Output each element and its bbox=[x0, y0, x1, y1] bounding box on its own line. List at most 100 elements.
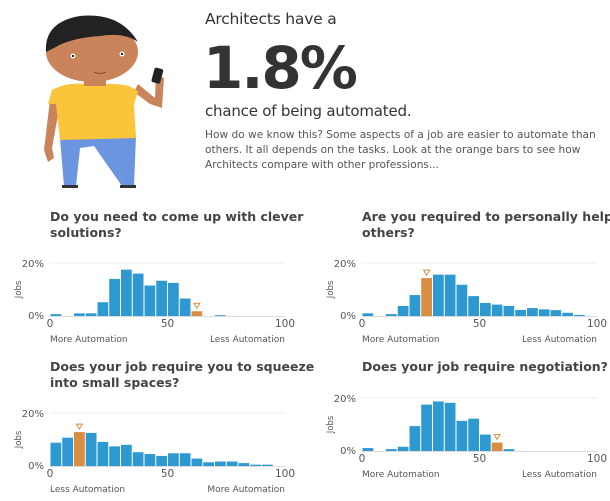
y-tick-label: 20% bbox=[22, 409, 44, 420]
highlight-bar bbox=[191, 311, 203, 316]
bar bbox=[397, 305, 409, 316]
bar bbox=[362, 448, 374, 451]
bar bbox=[386, 314, 397, 316]
chart-title: Do you need to come up with clever solut… bbox=[50, 209, 304, 240]
bar bbox=[50, 442, 62, 466]
chance-text: chance of being automated. bbox=[205, 102, 412, 120]
bar bbox=[132, 452, 144, 466]
x-axis-left-label: More Automation bbox=[362, 335, 440, 345]
bar bbox=[456, 284, 468, 316]
bar bbox=[215, 315, 226, 316]
bar bbox=[238, 463, 250, 466]
bar bbox=[74, 313, 85, 316]
x-axis-right-label: More Automation bbox=[207, 485, 285, 495]
histogram-help-others: 20% 0% Jobs 0 50 100 More Automation Less Autom… bbox=[317, 238, 610, 348]
y-tick-label: 20% bbox=[334, 394, 356, 405]
bar bbox=[97, 302, 109, 316]
bar bbox=[491, 304, 503, 316]
x-axis-right-label: Less Automation bbox=[522, 335, 597, 345]
bar bbox=[179, 298, 191, 316]
x-tick-label: 100 bbox=[275, 318, 295, 330]
bar bbox=[144, 454, 156, 466]
y-tick-label: 0% bbox=[28, 461, 44, 472]
bar bbox=[468, 418, 479, 451]
highlight-bar bbox=[491, 442, 503, 451]
bar bbox=[50, 314, 62, 316]
bar bbox=[85, 432, 97, 466]
bar bbox=[409, 426, 421, 451]
automation-probability: 1.8% bbox=[203, 34, 358, 102]
x-tick-label: 0 bbox=[47, 318, 54, 330]
y-axis-label: Jobs bbox=[14, 430, 24, 449]
highlight-bar bbox=[74, 432, 85, 466]
x-tick-label: 0 bbox=[47, 468, 54, 480]
x-tick-label: 0 bbox=[359, 318, 366, 330]
bar bbox=[226, 461, 238, 466]
bar bbox=[562, 312, 573, 316]
marker-triangle-icon bbox=[75, 423, 84, 431]
bar bbox=[397, 446, 409, 451]
bar bbox=[109, 446, 120, 466]
bar bbox=[250, 464, 261, 466]
bar bbox=[550, 310, 562, 316]
x-axis-left-label: More Automation bbox=[50, 335, 128, 345]
y-axis-label: Jobs bbox=[326, 415, 336, 434]
person-illustration bbox=[0, 0, 200, 200]
intro-text: Architects have a bbox=[205, 10, 337, 28]
bar bbox=[109, 278, 120, 316]
histogram-small-spaces: 20% 0% Jobs 0 50 100 Less Automation More Autom… bbox=[5, 388, 305, 498]
bar bbox=[85, 313, 97, 316]
x-tick-label: 0 bbox=[359, 453, 366, 465]
bar bbox=[121, 269, 132, 316]
bar bbox=[433, 274, 444, 316]
x-tick-label: 50 bbox=[161, 318, 174, 330]
bar bbox=[480, 303, 491, 316]
y-tick-label: 0% bbox=[340, 446, 356, 457]
bar bbox=[480, 434, 491, 451]
bar bbox=[409, 295, 421, 316]
histogram-negotiation: 20% 0% Jobs 0 50 100 More Automation Less Autom… bbox=[317, 373, 610, 483]
bar bbox=[503, 305, 515, 316]
bar bbox=[362, 313, 374, 316]
bar bbox=[168, 282, 179, 316]
y-tick-label: 0% bbox=[28, 311, 44, 322]
x-axis-right-label: Less Automation bbox=[522, 470, 597, 480]
chart-title: Are you required to personally help othe… bbox=[362, 209, 610, 240]
bar bbox=[215, 461, 226, 466]
y-tick-label: 20% bbox=[22, 259, 44, 270]
bar bbox=[62, 437, 73, 466]
bar bbox=[156, 280, 167, 316]
bar bbox=[144, 285, 156, 316]
bar bbox=[444, 402, 456, 451]
bar bbox=[574, 314, 585, 316]
x-axis-right-label: Less Automation bbox=[210, 335, 285, 345]
bar bbox=[386, 449, 397, 451]
x-tick-label: 100 bbox=[587, 318, 607, 330]
bar bbox=[121, 444, 132, 466]
y-axis-label: Jobs bbox=[14, 280, 24, 299]
bar bbox=[179, 453, 191, 466]
histogram-clever-solutions: 20% 0% Jobs 0 50 100 More Automation Less Autom… bbox=[5, 238, 305, 348]
marker-triangle-icon bbox=[493, 434, 502, 441]
bar bbox=[156, 455, 167, 466]
x-axis-left-label: More Automation bbox=[362, 470, 440, 480]
y-axis-label: Jobs bbox=[326, 280, 336, 299]
bar bbox=[433, 401, 444, 451]
bar bbox=[97, 441, 109, 466]
y-tick-label: 0% bbox=[340, 311, 356, 322]
x-tick-label: 50 bbox=[473, 318, 486, 330]
bar bbox=[538, 309, 550, 316]
highlight-bar bbox=[421, 278, 432, 316]
bar bbox=[527, 308, 538, 316]
bar bbox=[515, 309, 526, 316]
chart-title: Does your job require negotiation? bbox=[362, 359, 608, 374]
marker-triangle-icon bbox=[192, 302, 201, 310]
bar bbox=[132, 273, 144, 316]
bar bbox=[262, 464, 273, 466]
bar bbox=[168, 453, 179, 466]
marker-triangle-icon bbox=[422, 269, 431, 277]
bar bbox=[421, 404, 432, 451]
bar bbox=[203, 462, 214, 466]
x-tick-label: 50 bbox=[161, 468, 174, 480]
bar bbox=[444, 274, 456, 316]
